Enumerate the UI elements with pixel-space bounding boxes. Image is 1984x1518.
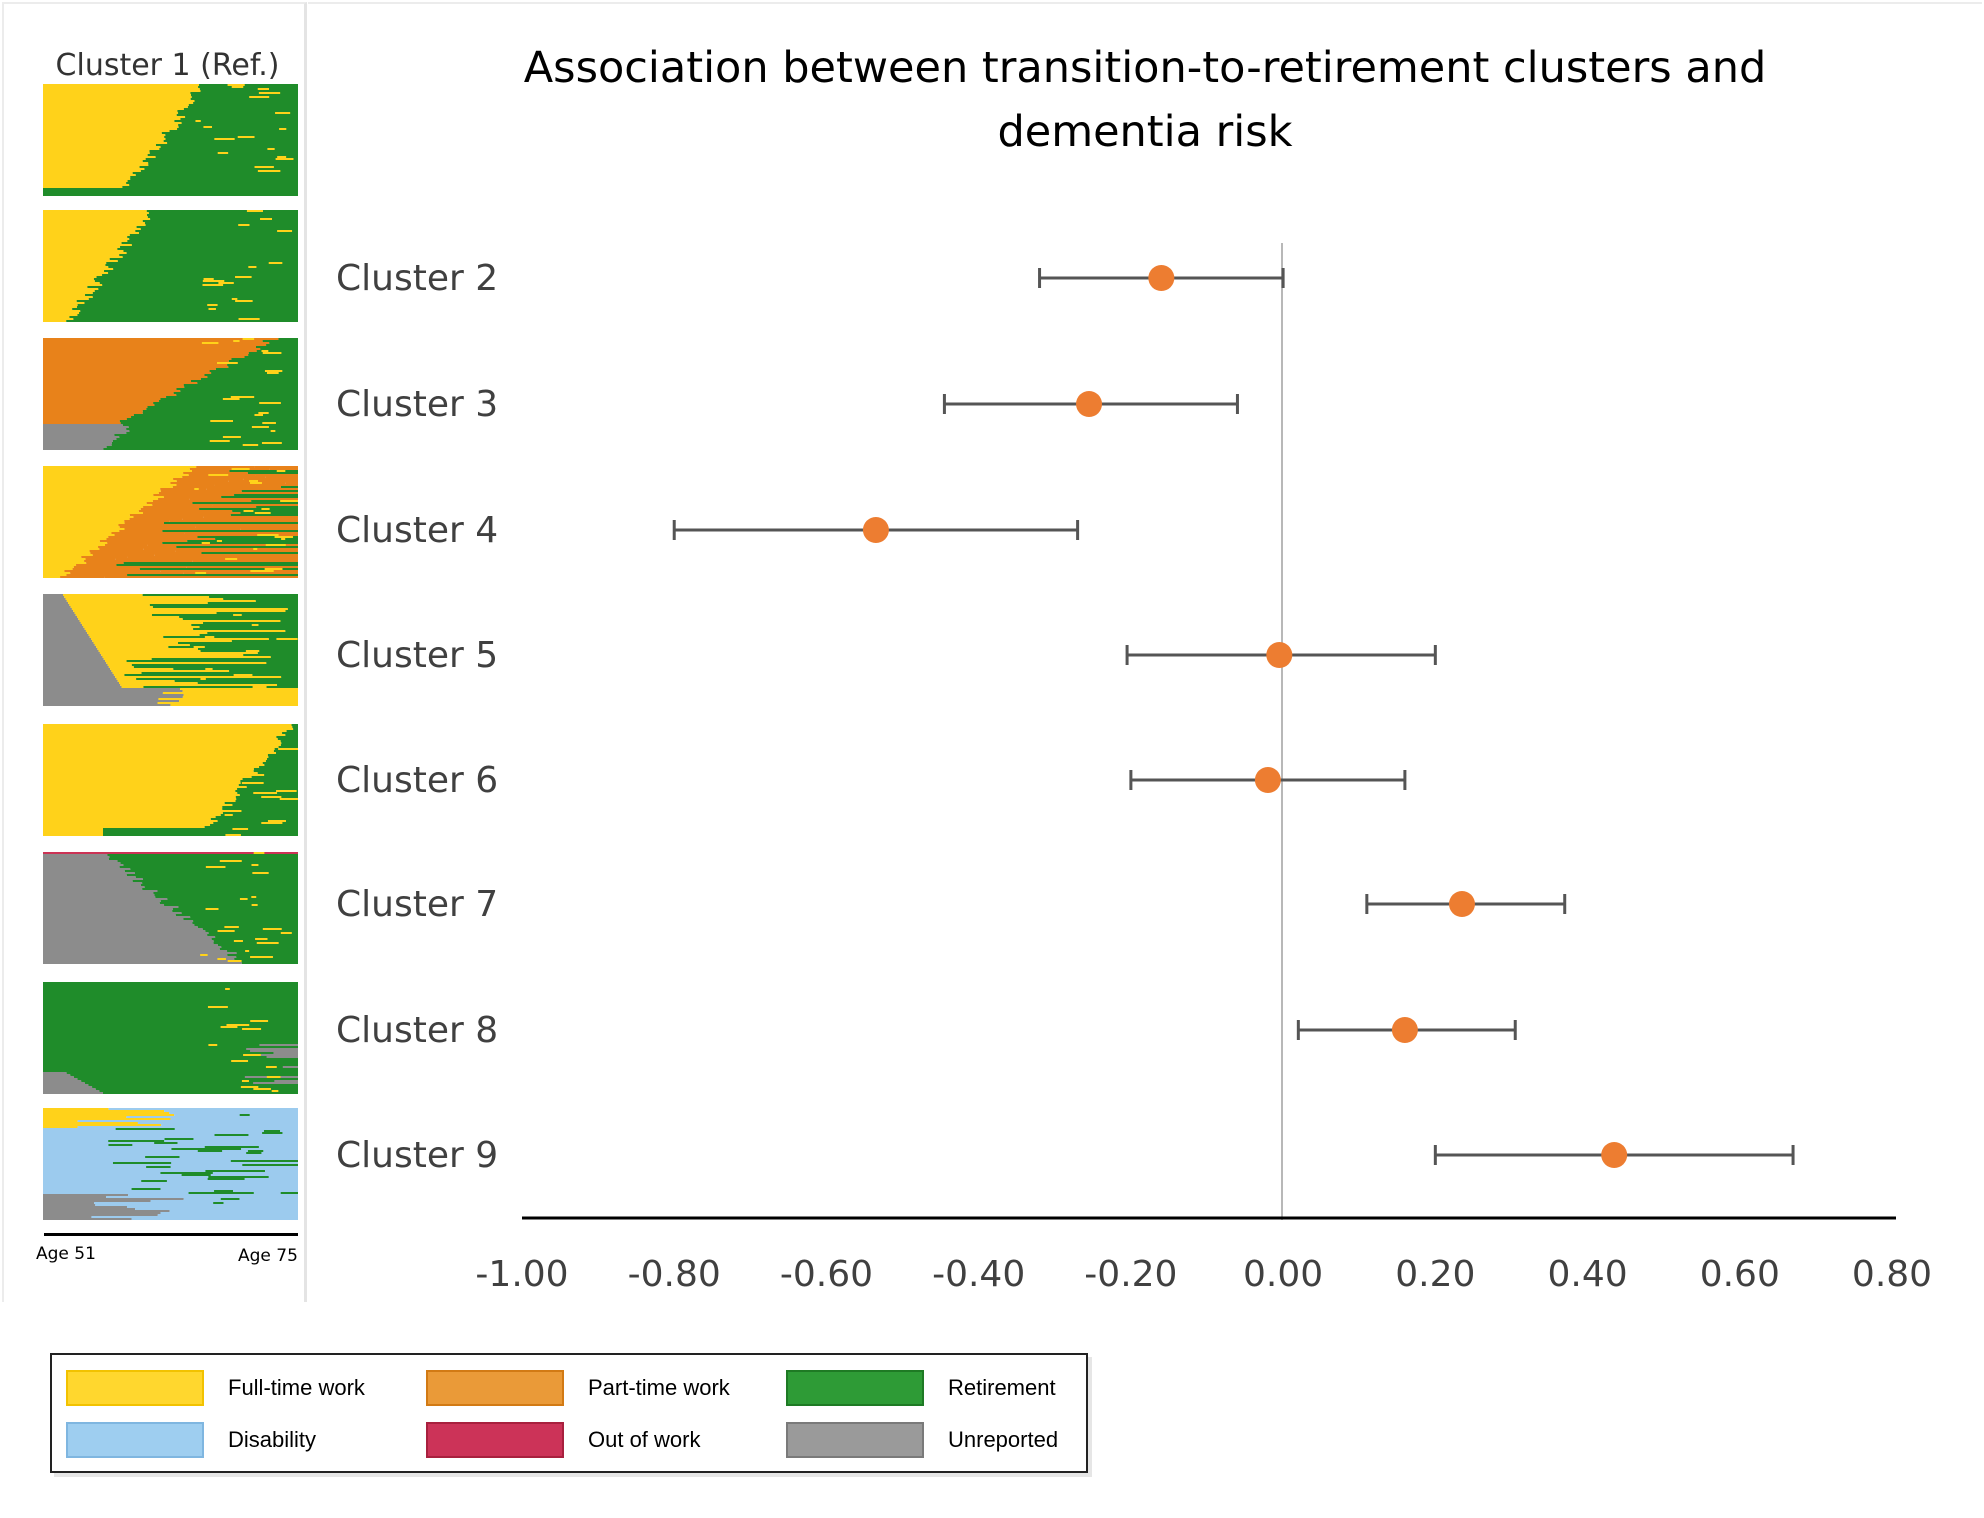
cluster-label: Cluster 8 — [336, 1010, 498, 1051]
point-estimate — [1148, 265, 1175, 291]
thumb-cluster-8 — [43, 982, 298, 1094]
age-axis-line — [44, 1233, 298, 1236]
cluster-row: Cluster 9 — [336, 1135, 1795, 1176]
point-estimate — [1254, 767, 1281, 793]
x-tick-label: -0.20 — [1084, 1254, 1177, 1295]
age-end-label: Age 75 — [238, 1246, 298, 1266]
legend-swatch — [786, 1370, 924, 1406]
cluster-row: Cluster 3 — [336, 384, 1239, 425]
legend-label: Full-time work — [228, 1375, 365, 1400]
thumb-cluster-5 — [43, 594, 298, 706]
legend-label: Disability — [228, 1427, 317, 1452]
legend-label: Unreported — [948, 1427, 1059, 1452]
thumb-cluster-3 — [43, 338, 298, 450]
legend-swatch — [66, 1422, 204, 1458]
cluster-row: Cluster 5 — [336, 635, 1437, 676]
x-tick-label: -0.80 — [628, 1254, 721, 1295]
legend-swatch — [66, 1370, 204, 1406]
point-estimate — [862, 517, 889, 543]
chart-title-line-2: dementia risk — [997, 107, 1293, 157]
x-tick-label: 0.00 — [1243, 1254, 1323, 1295]
cluster-label: Cluster 3 — [336, 384, 498, 425]
x-tick-label: 0.20 — [1395, 1254, 1475, 1295]
point-estimate — [1076, 391, 1103, 417]
legend-item: Full-time work — [66, 1368, 365, 1408]
legend-item: Retirement — [786, 1368, 1056, 1408]
cluster-label: Cluster 4 — [336, 510, 498, 551]
cluster-label: Cluster 9 — [336, 1135, 498, 1176]
cluster-rows: Cluster 2 Cluster 3 Cluster 4 Cluster 5 Clus… — [336, 258, 1795, 1176]
legend-label: Out of work — [588, 1427, 701, 1452]
legend-label: Retirement — [948, 1375, 1056, 1400]
x-tick-label: 0.60 — [1700, 1254, 1780, 1295]
point-estimate — [1391, 1017, 1418, 1043]
legend-swatch — [426, 1370, 564, 1406]
x-tick-label: -0.40 — [932, 1254, 1025, 1295]
cluster-label: Cluster 7 — [336, 884, 498, 925]
legend-item: Disability — [66, 1420, 316, 1460]
cluster-label: Cluster 5 — [336, 635, 498, 676]
plot-frame — [308, 2, 1982, 1302]
x-tick-label: -1.00 — [475, 1254, 568, 1295]
thumb-cluster-1 — [43, 84, 298, 196]
chart-title: Association between transition-to-retire… — [520, 36, 1770, 164]
x-tick-label: -0.60 — [780, 1254, 873, 1295]
chart-title-line-1: Association between transition-to-retire… — [523, 43, 1767, 93]
age-start-label: Age 51 — [36, 1244, 96, 1264]
legend-item: Part-time work — [426, 1368, 730, 1408]
cluster-row: Cluster 7 — [336, 884, 1567, 925]
sequence-panel — [2, 2, 307, 1302]
legend-item: Unreported — [786, 1420, 1058, 1460]
cluster-label: Cluster 6 — [336, 760, 498, 801]
point-estimate — [1601, 1142, 1628, 1168]
point-estimate — [1266, 642, 1293, 668]
reference-cluster-label: Cluster 1 (Ref.) — [55, 48, 280, 83]
cluster-row: Cluster 6 — [336, 760, 1407, 801]
legend-swatch — [786, 1422, 924, 1458]
cluster-row: Cluster 2 — [336, 258, 1285, 299]
legend-swatch — [426, 1422, 564, 1458]
thumb-cluster-6 — [43, 724, 298, 836]
point-estimate — [1448, 891, 1475, 917]
thumb-cluster-4 — [43, 466, 298, 578]
x-tick-label: 0.80 — [1852, 1254, 1932, 1295]
thumb-cluster-7 — [43, 852, 298, 964]
thumb-cluster-9 — [43, 1108, 298, 1220]
cluster-row: Cluster 8 — [336, 1010, 1517, 1051]
legend-item: Out of work — [426, 1420, 700, 1460]
legend-label: Part-time work — [588, 1375, 730, 1400]
x-axis-ticks: -1.00 -0.80 -0.60 -0.40 -0.20 0.00 0.20 0.40 0.6… — [475, 1254, 1932, 1295]
thumb-cluster-2 — [43, 210, 298, 322]
x-tick-label: 0.40 — [1547, 1254, 1627, 1295]
cluster-row: Cluster 4 — [336, 510, 1080, 551]
cluster-label: Cluster 2 — [336, 258, 498, 299]
legend: Full-time work Part-time work Retirement Di… — [50, 1353, 1088, 1473]
